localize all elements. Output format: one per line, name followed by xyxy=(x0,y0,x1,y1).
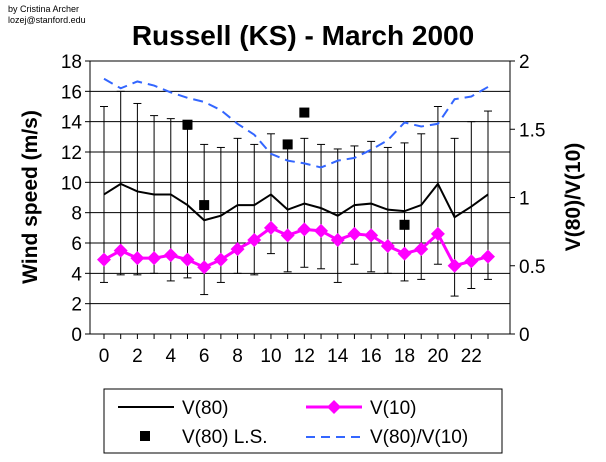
v10-marker-23 xyxy=(481,249,495,264)
v10-marker-11 xyxy=(280,228,295,243)
v10-marker-22 xyxy=(464,254,479,269)
v10-line xyxy=(103,226,489,269)
y-tick-label-7: 14 xyxy=(61,113,83,134)
x-tick-label-6: 12 xyxy=(294,346,315,367)
x-tick-label-4: 8 xyxy=(232,346,243,367)
y-tick-label-8: 16 xyxy=(61,82,82,103)
ls-point-3 xyxy=(299,107,310,118)
ls-point-1 xyxy=(199,200,210,211)
v10-marker-1 xyxy=(113,243,128,258)
y2-axis-label: V(80)/V(10) xyxy=(562,143,585,252)
ratio-series xyxy=(103,77,489,169)
y-tick-label-6: 12 xyxy=(61,143,82,164)
v10-marker-8 xyxy=(230,242,245,257)
y2-tick-label-4: 2 xyxy=(519,52,530,73)
y-tick-label-0: 0 xyxy=(71,325,82,346)
x-tick-label-8: 16 xyxy=(361,346,382,367)
v10-marker-12 xyxy=(297,222,312,237)
v80-series xyxy=(103,181,489,222)
x-tick-label-9: 18 xyxy=(394,346,415,367)
y-tick-label-1: 2 xyxy=(71,295,82,316)
v10-marker-18 xyxy=(397,246,412,261)
ls-point-0 xyxy=(182,119,193,130)
v10-marker-3 xyxy=(147,251,162,266)
v10-marker-13 xyxy=(314,223,329,238)
v10-marker-0 xyxy=(97,252,111,267)
legend-swatch-ls-marker xyxy=(140,431,150,441)
v10-marker-2 xyxy=(130,251,145,266)
legend-label-v80: V(80) xyxy=(182,398,228,419)
ls-point-2 xyxy=(282,139,293,150)
y2-tick-label-2: 1 xyxy=(519,189,530,210)
v10-marker-17 xyxy=(380,239,395,254)
chart-title: Russell (KS) - March 2000 xyxy=(132,20,474,51)
v80-line xyxy=(103,181,489,222)
ratio-line xyxy=(103,77,489,169)
plot-frame xyxy=(89,60,511,335)
y-tick-label-4: 8 xyxy=(71,204,82,225)
v10-marker-6 xyxy=(197,260,212,275)
y-tick-label-3: 6 xyxy=(71,234,82,255)
x-tick-label-7: 14 xyxy=(327,346,349,367)
x-tick-label-1: 2 xyxy=(132,346,143,367)
right-axis-ticks: 0 0.5 1 1.5 2 xyxy=(510,52,545,346)
v10-marker-20 xyxy=(430,226,445,241)
legend: V(80) V(10) V(80) L.S. V(80)/V(10) xyxy=(103,388,503,454)
legend-label-ls: V(80) L.S. xyxy=(182,427,268,448)
x-tick-label-0: 0 xyxy=(99,346,110,367)
y-axis-label: Wind speed (m/s) xyxy=(19,110,42,284)
x-tick-label-5: 10 xyxy=(260,346,281,367)
x-tick-label-10: 20 xyxy=(427,346,448,367)
y-tick-label-9: 18 xyxy=(61,52,82,73)
v10-marker-9 xyxy=(247,232,262,247)
y-tick-label-5: 10 xyxy=(61,173,82,194)
v10-marker-19 xyxy=(414,242,429,257)
v10-marker-14 xyxy=(330,232,345,247)
y2-tick-label-3: 1.5 xyxy=(519,120,545,141)
v10-marker-21 xyxy=(447,258,462,273)
x-axis-ticks: 0 2 4 6 8 10 12 14 16 18 20 22 xyxy=(99,334,489,367)
x-tick-label-2: 4 xyxy=(165,346,176,367)
credit-line-1: by Cristina Archer xyxy=(8,4,79,14)
x-tick-label-3: 6 xyxy=(199,346,210,367)
y-tick-label-2: 4 xyxy=(71,264,82,285)
legend-swatch-v10-marker xyxy=(327,400,341,414)
y2-tick-label-0: 0 xyxy=(519,325,530,346)
v10-marker-5 xyxy=(180,252,195,267)
legend-label-v10: V(10) xyxy=(370,398,416,419)
ls-point-4 xyxy=(399,219,410,230)
grid-lines xyxy=(90,90,510,305)
v10-marker-7 xyxy=(213,252,228,267)
v10-marker-10 xyxy=(263,220,278,235)
v10-marker-16 xyxy=(364,228,379,243)
legend-box xyxy=(103,388,503,454)
x-tick-label-11: 22 xyxy=(461,346,482,367)
plot-area xyxy=(89,60,511,335)
left-axis-ticks: 0 2 4 6 8 10 12 14 16 18 xyxy=(61,52,90,346)
y2-tick-label-1: 0.5 xyxy=(519,257,545,278)
v10-marker-4 xyxy=(163,248,178,263)
legend-label-ratio: V(80)/V(10) xyxy=(370,427,468,448)
credit-line-2: lozej@stanford.edu xyxy=(8,15,86,25)
v10-series xyxy=(97,220,495,275)
v80-ls-series xyxy=(182,107,410,230)
v10-marker-15 xyxy=(347,226,362,241)
